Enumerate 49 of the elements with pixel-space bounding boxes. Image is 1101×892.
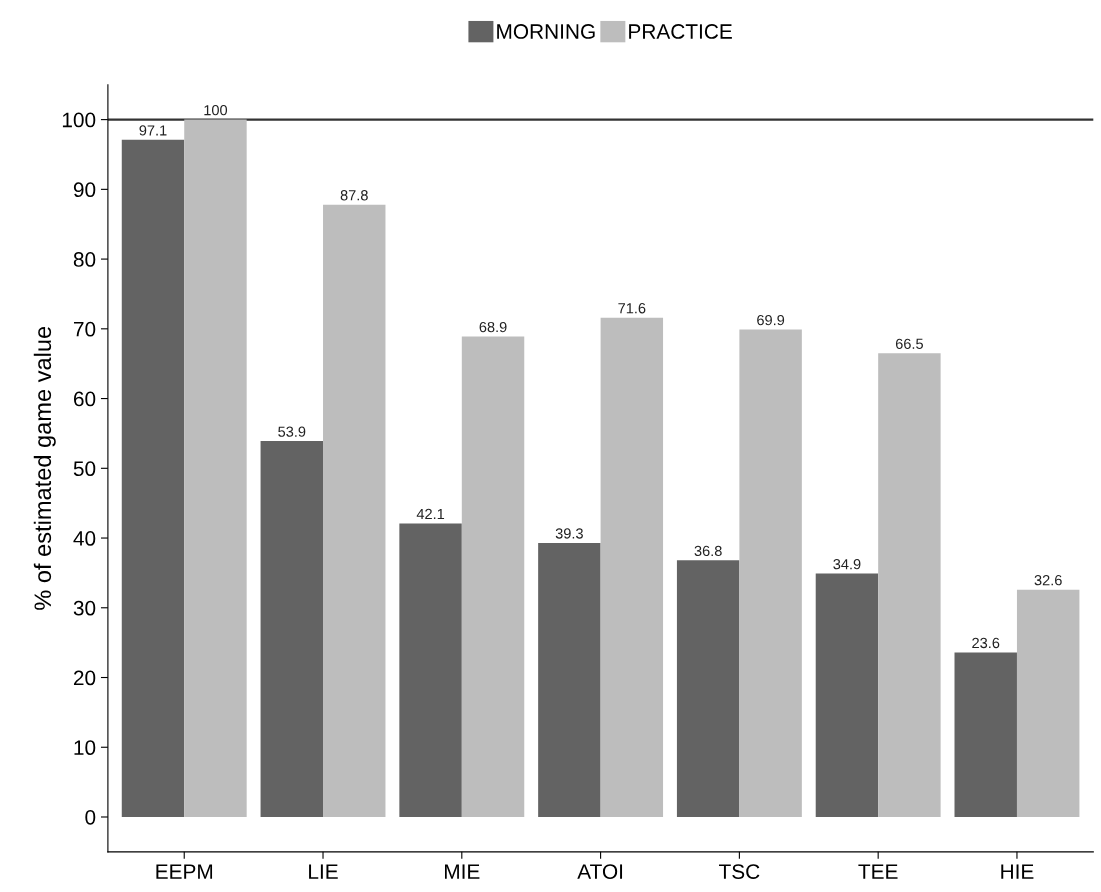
bar bbox=[399, 523, 462, 817]
y-tick-label: 0 bbox=[85, 809, 96, 825]
x-tick-label: TSC bbox=[719, 864, 760, 879]
data-label: 42.1 bbox=[416, 508, 445, 519]
data-label: 87.8 bbox=[340, 190, 368, 201]
data-label: 71.6 bbox=[618, 303, 646, 314]
data-label: 36.8 bbox=[694, 545, 722, 557]
y-tick-label: 60 bbox=[73, 391, 96, 407]
y-axis-title: % of estimated game value bbox=[33, 326, 56, 610]
x-tick-label: EEPM bbox=[156, 864, 213, 879]
data-label: 39.3 bbox=[555, 528, 583, 539]
bar bbox=[121, 139, 185, 817]
bar bbox=[538, 542, 601, 817]
data-label: 68.9 bbox=[479, 321, 507, 333]
bar bbox=[815, 573, 879, 817]
data-label: 32.6 bbox=[1034, 575, 1062, 586]
bar bbox=[878, 353, 941, 817]
bar bbox=[323, 204, 386, 817]
y-tick-label: 100 bbox=[62, 112, 96, 128]
legend-label: MORNING bbox=[497, 24, 595, 39]
x-tick-label: LIE bbox=[309, 864, 338, 879]
x-tick-label: ATOI bbox=[577, 864, 623, 879]
data-label: 97.1 bbox=[139, 125, 167, 136]
y-tick-label: 20 bbox=[73, 670, 96, 686]
x-tick-label: TEE bbox=[858, 864, 898, 879]
data-label: 100 bbox=[204, 105, 228, 116]
legend-label: PRACTICE bbox=[629, 24, 732, 39]
bar bbox=[461, 336, 525, 817]
bar bbox=[260, 441, 324, 817]
bar bbox=[600, 317, 664, 817]
bar bbox=[184, 119, 247, 817]
bar bbox=[676, 560, 740, 817]
data-label: 53.9 bbox=[278, 426, 306, 437]
y-tick-label: 70 bbox=[73, 321, 96, 337]
y-tick-label: 80 bbox=[73, 252, 96, 267]
y-tick-label: 10 bbox=[74, 740, 96, 756]
bar bbox=[954, 652, 1017, 817]
y-tick-label: 50 bbox=[73, 461, 96, 477]
y-tick-label: 40 bbox=[73, 531, 96, 546]
data-label: 23.6 bbox=[972, 637, 1000, 649]
bar bbox=[739, 329, 802, 817]
data-label: 66.5 bbox=[895, 338, 923, 349]
x-tick-label: HIE bbox=[1001, 864, 1034, 879]
y-tick-label: 90 bbox=[73, 182, 96, 198]
data-label: 34.9 bbox=[833, 559, 861, 570]
bar bbox=[1016, 589, 1080, 817]
x-tick-label: MIE bbox=[445, 864, 480, 879]
data-label: 69.9 bbox=[757, 314, 785, 326]
y-tick-label: 30 bbox=[73, 600, 96, 616]
